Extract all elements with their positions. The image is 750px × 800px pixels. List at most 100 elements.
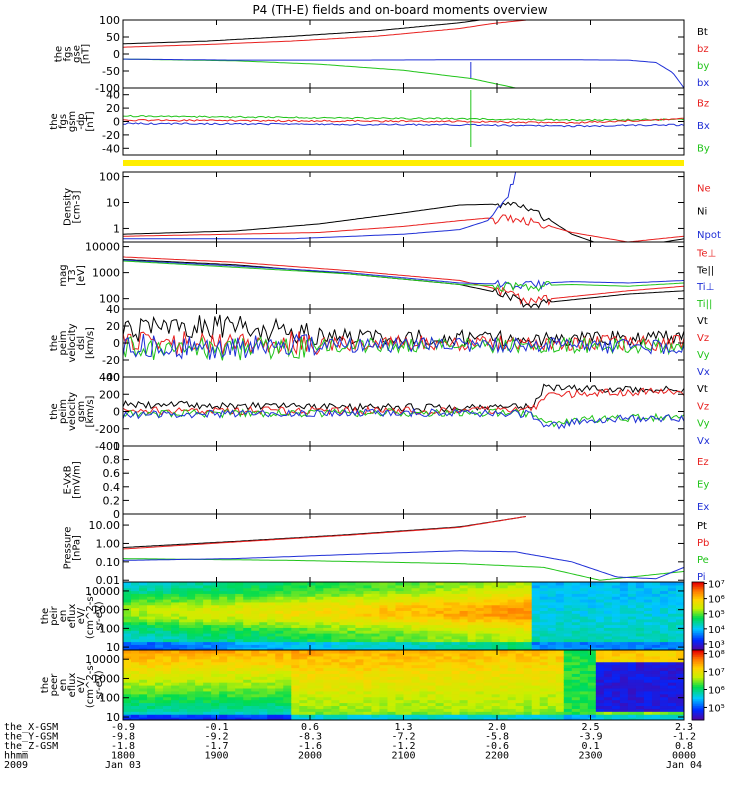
colorbar-tick-label: 10⁷ [708, 668, 725, 679]
y-axis-label-line: the [49, 403, 60, 419]
legend-entry-Bt: Bt [697, 27, 708, 38]
panel-density: 100 10 1 Density[cm-3] Ne Ni Npot [63, 171, 721, 243]
y-tick-label: -100 [95, 82, 120, 95]
peim_dsl-series [123, 314, 684, 361]
y-axis-label-line: Pressure [63, 527, 74, 570]
x-row-value: 2300 [578, 751, 602, 762]
series-line-Pt [123, 516, 526, 548]
legend-entry-Pt: Pt [697, 521, 707, 532]
y-tick-label: 1.00 [96, 537, 121, 550]
series-line-Vx [123, 407, 684, 430]
y-tick-label: -20 [102, 354, 120, 367]
peir-spectrogram [123, 582, 684, 650]
y-axis-label-line: -dp [76, 113, 87, 129]
y-axis-label-line: [nT] [85, 111, 96, 131]
x-row-value: 1.3 [394, 722, 412, 733]
y-axis-label: Density[cm-3] [63, 188, 83, 226]
series-line-Bz [123, 117, 684, 125]
y-tick-label: 1000 [92, 267, 120, 280]
y-axis-label-line: (cm^2-s- [85, 661, 96, 708]
colorbar-tick-label: 10⁴ [708, 625, 725, 636]
x-row-label: the_X-GSM [4, 722, 58, 733]
y-tick-label: 0 [113, 116, 120, 129]
series-line-Pe [123, 558, 684, 581]
legend-entry-Vz: Vz [697, 401, 709, 412]
x-row-value: 2100 [391, 751, 415, 762]
year-label: 2009 [4, 760, 28, 771]
series-line-Npot [123, 172, 517, 240]
panels: 100500-50-100thefgsgse[nT]Btbzbybx40200-… [40, 14, 725, 724]
y-tick-label: 10000 [85, 585, 120, 598]
peer-spectrogram [123, 650, 684, 720]
legend-entry-Vx: Vx [697, 367, 710, 378]
y-axis-label-line: peer [49, 673, 60, 697]
legend-entry-By: By [697, 143, 710, 154]
y-tick-label: -400 [95, 440, 120, 453]
x-row-value: -0.9 [111, 722, 135, 733]
y-tick-label: -50 [102, 65, 120, 78]
series-line-Te⊥ [123, 256, 684, 307]
legend-entry-Pb: Pb [697, 538, 709, 549]
legend-entry-Vy: Vy [697, 419, 710, 430]
legend-entry-Ne: Ne [697, 183, 711, 194]
y-axis-label-line: eV/ [76, 607, 87, 624]
x-row-value: -8.3 [298, 732, 322, 743]
x-row-value: -1.6 [298, 741, 322, 752]
x-row-value: 2.5 [581, 722, 599, 733]
x-row-value: 0.1 [581, 741, 599, 752]
x-row-label: the_Z-GSM [4, 741, 58, 752]
y-axis-label-line: dsl [76, 336, 87, 350]
y-tick-label: 40 [106, 89, 120, 102]
x-row-value: 2.3 [675, 722, 693, 733]
x-row-value: -5.8 [485, 732, 509, 743]
series-line-Ti|| [123, 260, 684, 292]
y-tick-label: -40 [102, 142, 120, 155]
x-row-value: -1.2 [672, 732, 696, 743]
legend-entry-bx: bx [697, 78, 709, 89]
y-axis-label-line: the [40, 608, 51, 624]
colorbar-tick-label: 10³ [708, 640, 725, 651]
y-axis-label-line: [cm-3] [72, 190, 83, 223]
y-tick-label: 0 [113, 337, 120, 350]
legend-entry-Ez: Ez [697, 457, 709, 468]
y-axis-label: Pressure[nPa] [63, 527, 83, 570]
y-axis-label-line: en [58, 610, 69, 623]
y-axis-label-line: eV/ [76, 676, 87, 693]
y-tick-label: 0 [113, 508, 120, 521]
legend-entry-bz: bz [697, 44, 709, 55]
y-axis-label-line: the [49, 113, 60, 129]
peir-colorbar: 10⁷ 10⁶ 10⁵ 10⁴ 10³ [691, 580, 725, 651]
legend-entry-Pi: Pi [697, 572, 706, 583]
y-axis-label-line: velocity [67, 392, 78, 431]
series-line-Vz [123, 387, 684, 416]
y-axis-label-line: [km/s] [85, 395, 96, 427]
legend-entry-Ti||: Ti|| [696, 299, 712, 310]
colorbar-tick-label: 10⁶ [708, 595, 725, 606]
y-tick-label: 10 [106, 197, 120, 210]
x-row-value: 0.6 [301, 722, 319, 733]
series-line-by [123, 58, 516, 88]
x-row-value: 1800 [111, 751, 135, 762]
y-axis-label-line: Density [63, 188, 74, 226]
y-axis-label-line: mag [58, 264, 69, 286]
x-row-value: -0.6 [485, 741, 509, 752]
colorbar-tick-label: 10⁶ [708, 685, 725, 696]
legend-entry-Npot: Npot [697, 230, 721, 241]
y-tick-label: 100 [99, 692, 120, 705]
pressure-series [123, 516, 684, 581]
chart-title: P4 (TH-E) fields and on-board moments ov… [252, 3, 547, 17]
panel-pressure: 10.00 1.00 0.10 0.01 Pressure[nPa] Pt Pb Pe Pi [63, 513, 709, 587]
y-axis-label-line: [nT] [81, 44, 92, 64]
x-row-value: 2.0 [488, 722, 506, 733]
y-axis-label-line: the [49, 335, 60, 351]
x-row-value: 0.8 [675, 741, 693, 752]
legend-entry-Vz: Vz [697, 333, 709, 344]
y-tick-label: 20 [106, 102, 120, 115]
x-row-value: -0.1 [204, 722, 228, 733]
